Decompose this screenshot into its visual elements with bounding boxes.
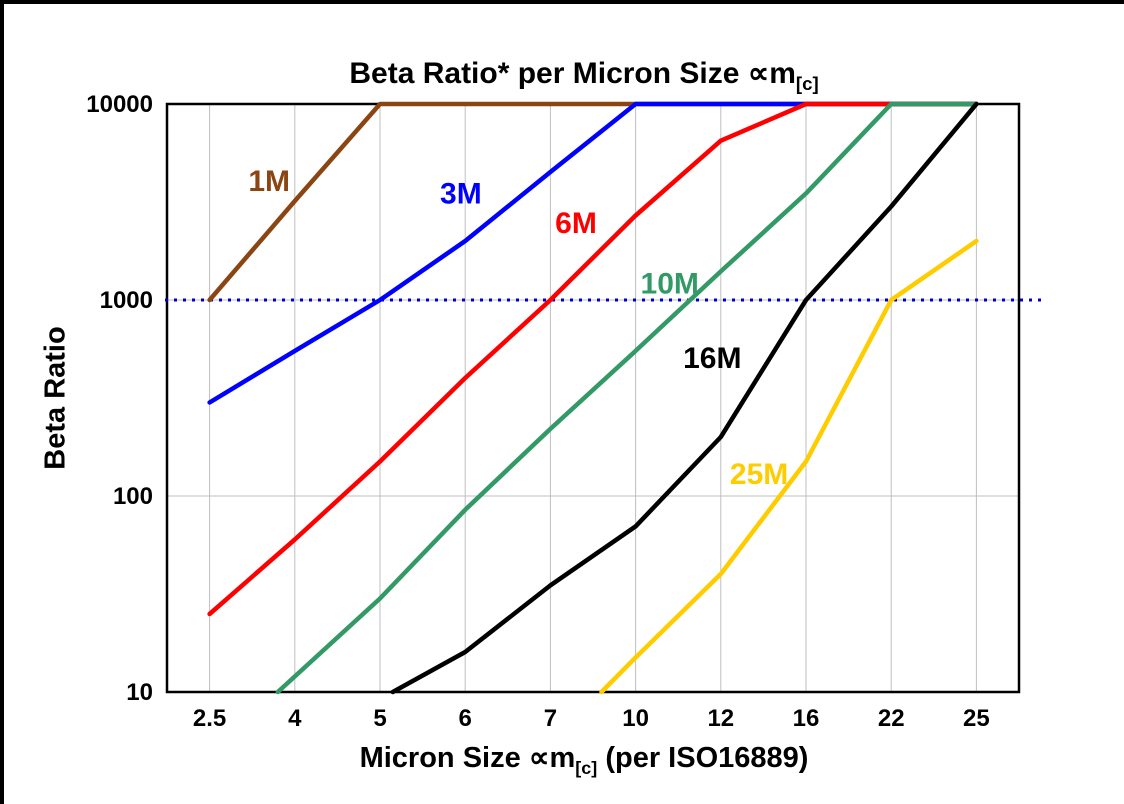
series-line-10M [275, 101, 979, 695]
x-tick-label: 10 [622, 705, 649, 732]
series-label-10M: 10M [641, 267, 699, 300]
x-axis-label-text: Micron Size [359, 742, 529, 774]
micron-symbol: ∝m [747, 57, 796, 90]
chart-title-text: Beta Ratio* per Micron Size [349, 57, 748, 90]
y-tick-label: 10 [126, 679, 153, 706]
series-label-3M: 3M [440, 178, 482, 211]
micron-symbol: ∝m [528, 742, 576, 774]
x-tick-label: 22 [878, 705, 905, 732]
series-label-25M: 25M [730, 458, 788, 491]
y-tick-label: 100 [113, 483, 153, 510]
y-tick-label: 10000 [86, 91, 153, 118]
x-tick-label: 5 [373, 705, 386, 732]
x-tick-label: 4 [288, 705, 302, 732]
series-line-16M [390, 101, 979, 695]
micron-subscript: [c] [575, 757, 598, 778]
x-tick-label: 2.5 [193, 705, 226, 732]
plot-area: 1M 3M 6M 10M 16M 25M 2.5 4 5 6 7 10 12 16 22 25 10 100 100… [86, 91, 1044, 732]
x-axis-label-suffix: (per ISO16889) [597, 742, 809, 774]
series-line-3M [207, 101, 979, 405]
x-tick-label: 25 [963, 705, 990, 732]
series-label-6M: 6M [555, 207, 597, 240]
x-tick-label: 12 [707, 705, 734, 732]
chart-title: Beta Ratio* per Micron Size ∝m[c] [144, 56, 1024, 95]
series-line-25M [599, 238, 979, 695]
micron-subscript: [c] [795, 73, 819, 94]
series-label-1M: 1M [248, 165, 290, 198]
x-tick-label: 6 [459, 705, 472, 732]
x-axis-label: Micron Size ∝m[c] (per ISO16889) [144, 740, 1024, 779]
x-tick-label: 16 [793, 705, 820, 732]
y-tick-label: 1000 [100, 287, 153, 314]
x-tick-label: 7 [544, 705, 557, 732]
series-line-6M [207, 101, 979, 617]
series-label-16M: 16M [683, 342, 741, 375]
